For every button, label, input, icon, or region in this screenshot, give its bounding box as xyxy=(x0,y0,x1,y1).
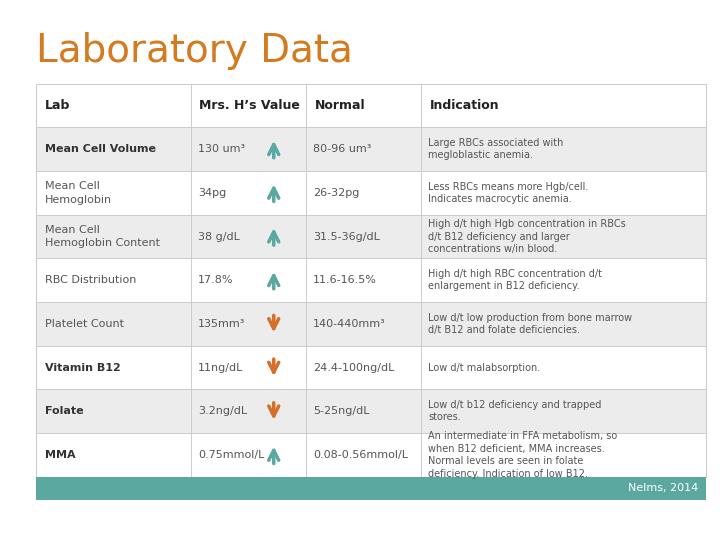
Text: 11ng/dL: 11ng/dL xyxy=(198,363,243,373)
Text: Laboratory Data: Laboratory Data xyxy=(36,32,353,70)
Text: Platelet Count: Platelet Count xyxy=(45,319,124,329)
Text: Vitamin B12: Vitamin B12 xyxy=(45,363,120,373)
Bar xyxy=(36,389,706,433)
Bar xyxy=(36,477,706,500)
Text: RBC Distribution: RBC Distribution xyxy=(45,275,136,285)
Text: 0.08-0.56mmol/L: 0.08-0.56mmol/L xyxy=(313,450,408,460)
Text: Low d/t malabsorption.: Low d/t malabsorption. xyxy=(428,363,541,373)
Text: An intermediate in FFA metabolism, so
when B12 deficient, MMA increases.
Normal : An intermediate in FFA metabolism, so wh… xyxy=(428,431,618,478)
Bar xyxy=(36,127,706,171)
Text: 17.8%: 17.8% xyxy=(198,275,233,285)
Text: Large RBCs associated with
megloblastic anemia.: Large RBCs associated with megloblastic … xyxy=(428,138,564,160)
Text: 26-32pg: 26-32pg xyxy=(313,188,359,198)
Text: Low d/t low production from bone marrow
d/t B12 and folate deficiencies.: Low d/t low production from bone marrow … xyxy=(428,313,633,335)
Text: Mrs. H’s Value: Mrs. H’s Value xyxy=(199,99,300,112)
Bar xyxy=(36,84,706,127)
Text: 140-440mm³: 140-440mm³ xyxy=(313,319,386,329)
Text: Less RBCs means more Hgb/cell.
Indicates macrocytic anemia.: Less RBCs means more Hgb/cell. Indicates… xyxy=(428,181,589,204)
Text: High d/t high RBC concentration d/t
enlargement in B12 deficiency.: High d/t high RBC concentration d/t enla… xyxy=(428,269,603,292)
Text: 38 g/dL: 38 g/dL xyxy=(198,232,240,241)
Text: Mean Cell
Hemoglobin: Mean Cell Hemoglobin xyxy=(45,181,112,205)
Text: Mean Cell Volume: Mean Cell Volume xyxy=(45,144,156,154)
Text: 31.5-36g/dL: 31.5-36g/dL xyxy=(313,232,380,241)
Text: 80-96 um³: 80-96 um³ xyxy=(313,144,372,154)
Text: MMA: MMA xyxy=(45,450,76,460)
Text: High d/t high Hgb concentration in RBCs
d/t B12 deficiency and larger
concentrat: High d/t high Hgb concentration in RBCs … xyxy=(428,219,626,254)
Bar xyxy=(36,84,706,477)
Text: 11.6-16.5%: 11.6-16.5% xyxy=(313,275,377,285)
Text: 34pg: 34pg xyxy=(198,188,226,198)
Bar xyxy=(36,302,706,346)
Text: Lab: Lab xyxy=(45,99,70,112)
Bar xyxy=(36,433,706,477)
Text: 130 um³: 130 um³ xyxy=(198,144,245,154)
Text: Normal: Normal xyxy=(315,99,365,112)
Text: Indication: Indication xyxy=(430,99,500,112)
Text: Mean Cell
Hemoglobin Content: Mean Cell Hemoglobin Content xyxy=(45,225,160,248)
Bar xyxy=(36,346,706,389)
Text: Folate: Folate xyxy=(45,406,84,416)
Text: Nelms, 2014: Nelms, 2014 xyxy=(628,483,698,493)
Text: 5-25ng/dL: 5-25ng/dL xyxy=(313,406,369,416)
Text: 3.2ng/dL: 3.2ng/dL xyxy=(198,406,247,416)
Text: 0.75mmol/L: 0.75mmol/L xyxy=(198,450,264,460)
Text: 24.4-100ng/dL: 24.4-100ng/dL xyxy=(313,363,395,373)
Bar xyxy=(36,215,706,259)
Bar xyxy=(36,171,706,215)
Text: Low d/t b12 deficiency and trapped
stores.: Low d/t b12 deficiency and trapped store… xyxy=(428,400,602,422)
Text: 135mm³: 135mm³ xyxy=(198,319,246,329)
Bar xyxy=(36,259,706,302)
